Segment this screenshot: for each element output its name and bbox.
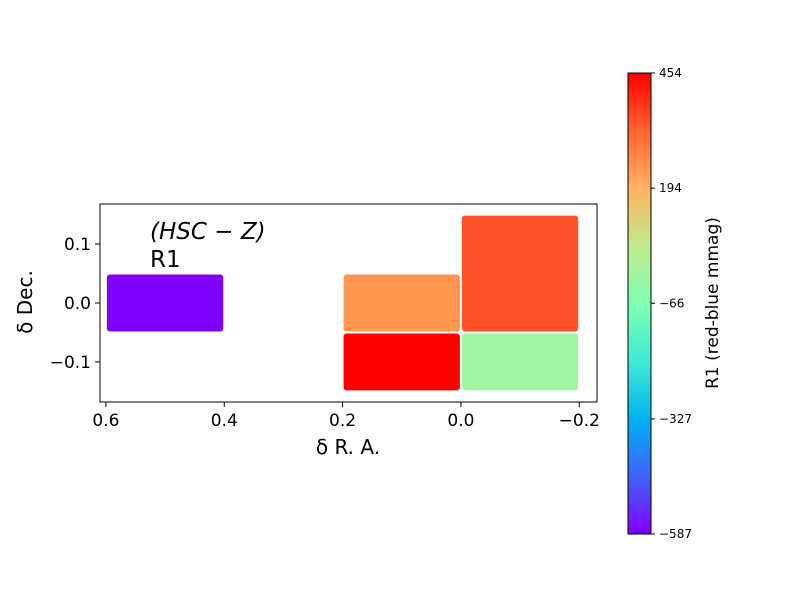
colorbar-tick-label: 454: [659, 66, 682, 80]
x-tick-label: 0.6: [92, 411, 119, 431]
x-tick-label: 0.2: [329, 411, 356, 431]
y-tick-label: 0.0: [64, 294, 91, 314]
heatmap-cell-2: [343, 274, 460, 332]
heatmap-cell-4: [461, 215, 579, 332]
x-tick-label: 0.4: [211, 411, 238, 431]
x-axis-label: δ R. A.: [316, 435, 380, 459]
colorbar-ticks: 454 194 −66 −327 −587: [651, 66, 692, 541]
colorbar-label: R1 (red-blue mmag): [703, 217, 723, 389]
colorbar-tick-label: −587: [659, 527, 692, 541]
colorbar: [627, 72, 652, 535]
colorbar-tick-label: −327: [659, 412, 692, 426]
heatmap-cells: [106, 215, 579, 391]
heatmap-cell-5: [461, 333, 579, 391]
x-tick-label: −0.2: [559, 411, 600, 431]
y-axis-label: δ Dec.: [13, 270, 37, 334]
colorbar-tick-label: 194: [659, 181, 682, 195]
x-tick-label: 0.0: [447, 411, 474, 431]
colorbar-tick-label: −66: [659, 296, 684, 310]
region-annotation: R1: [150, 247, 181, 273]
x-axis-ticks: 0.6 0.4 0.2 0.0 −0.2: [92, 402, 600, 431]
filter-annotation: (HSC − Z): [150, 219, 266, 245]
heatmap-cell-3: [343, 333, 460, 391]
y-tick-label: −0.1: [50, 353, 91, 373]
y-axis-ticks: 0.1 0.0 −0.1: [50, 235, 100, 373]
heatmap-cell-1: [106, 274, 224, 332]
y-tick-label: 0.1: [64, 235, 91, 255]
